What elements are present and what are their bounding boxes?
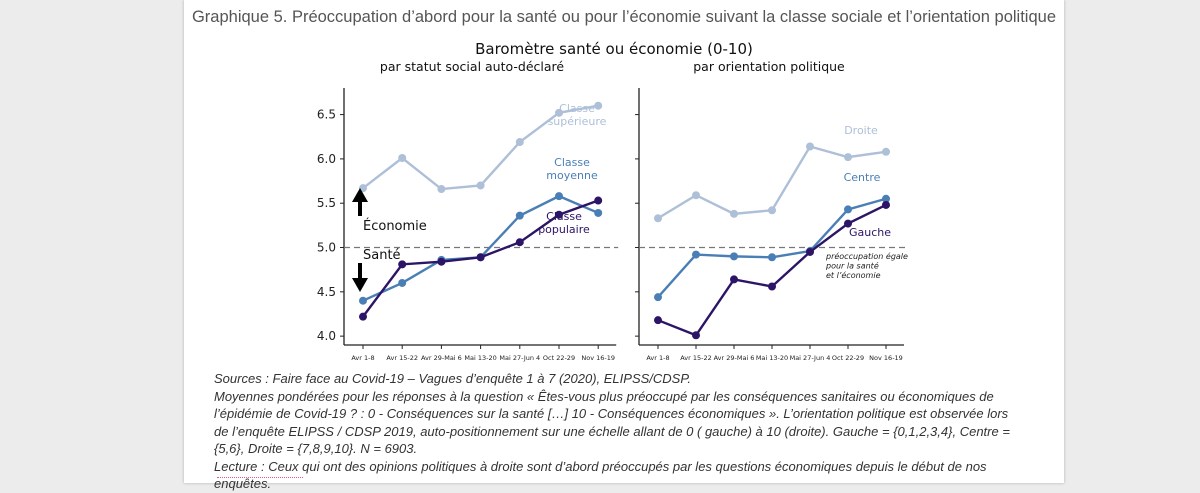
data-point <box>730 252 738 261</box>
x-tick-label: Avr 1-8 <box>351 354 374 362</box>
y-tick-label: 5.0 <box>317 241 336 255</box>
data-point <box>730 209 738 218</box>
data-point <box>806 247 814 256</box>
right-panel-title: par orientation politique <box>693 59 845 74</box>
data-point <box>768 253 776 262</box>
data-point <box>844 205 852 214</box>
data-point <box>398 260 407 269</box>
notes-sources: Sources : Faire face au Covid-19 – Vague… <box>214 371 691 386</box>
data-point <box>844 153 852 162</box>
data-point <box>594 101 603 110</box>
notes-methodology: Moyennes pondérées pour les réponses à l… <box>214 388 1010 457</box>
y-tick-label: 5.5 <box>317 196 336 210</box>
y-tick-label: 6.0 <box>317 152 336 166</box>
reference-annotation: et l’économie <box>826 270 881 280</box>
data-point <box>437 185 446 194</box>
series-label: supérieure <box>548 115 607 128</box>
series-label: Classe <box>554 156 590 169</box>
arrow-up-head <box>352 188 368 202</box>
data-point <box>515 211 524 220</box>
x-tick-label: Mai 13-20 <box>756 354 788 362</box>
data-point <box>594 208 603 217</box>
data-point <box>359 296 367 305</box>
series-label: populaire <box>538 223 590 236</box>
reference-annotation: pour la santé <box>825 261 879 271</box>
data-point <box>692 191 700 200</box>
x-tick-label: Nov 16-19 <box>869 354 903 362</box>
figure-title: Graphique 5. Préoccupation d’abord pour … <box>191 8 1057 26</box>
data-point <box>359 312 367 321</box>
data-point <box>594 196 603 205</box>
annotation-economie: Économie <box>363 218 427 234</box>
x-tick-label: Mai 27-Jun 4 <box>499 354 540 362</box>
y-tick-label: 6.5 <box>317 108 336 122</box>
x-tick-label: Nov 16-19 <box>581 354 615 362</box>
series-label: Classe <box>546 210 582 223</box>
arrow-down-head <box>352 278 368 292</box>
y-tick-label: 4.0 <box>317 329 336 343</box>
data-point <box>555 192 563 201</box>
series-label: Classe <box>559 102 595 115</box>
series-label: moyenne <box>546 169 598 182</box>
annotation-sante: Santé <box>363 248 401 263</box>
data-point <box>768 206 776 215</box>
document-page: Graphique 5. Préoccupation d’abord pour … <box>184 0 1064 491</box>
series-label: Gauche <box>849 226 891 239</box>
data-point <box>476 181 485 190</box>
data-point <box>806 142 814 151</box>
lecture-underline <box>217 477 303 478</box>
data-point <box>555 210 563 219</box>
data-point <box>768 282 776 291</box>
reference-annotation: préoccupation égale <box>825 251 908 261</box>
chart-figure: Baromètre santé ou économie (0-10) par s… <box>317 40 908 362</box>
series-label: Droite <box>844 124 878 137</box>
x-tick-label: Avr 15-22 <box>386 354 418 362</box>
chart-suptitle: Baromètre santé ou économie (0-10) <box>475 40 753 58</box>
x-tick-label: Avr 1-8 <box>646 354 669 362</box>
data-point <box>555 108 563 117</box>
data-point <box>476 253 485 262</box>
x-tick-label: Oct 22-29 <box>543 354 575 362</box>
data-point <box>692 331 700 340</box>
data-point <box>844 219 852 228</box>
x-tick-label: Oct 22-29 <box>832 354 864 362</box>
data-point <box>515 238 524 247</box>
data-point <box>882 200 890 209</box>
series-label: Centre <box>844 171 881 184</box>
figure-notes: Sources : Faire face au Covid-19 – Vague… <box>214 370 1026 493</box>
x-tick-label: Avr 15-22 <box>680 354 712 362</box>
data-point <box>437 257 446 266</box>
data-point <box>882 147 890 156</box>
y-tick-label: 4.5 <box>317 285 336 299</box>
data-point <box>398 154 407 163</box>
data-point <box>654 214 662 223</box>
data-point <box>730 275 738 284</box>
x-tick-label: Mai 13-20 <box>464 354 496 362</box>
x-tick-label: Avr 29-Mai 6 <box>421 354 462 362</box>
x-tick-label: Mai 27-Jun 4 <box>790 354 831 362</box>
data-point <box>654 316 662 325</box>
x-tick-label: Avr 29-Mai 6 <box>714 354 755 362</box>
notes-lecture: Lecture : Ceux qui ont des opinions poli… <box>214 458 987 492</box>
left-panel-title: par statut social auto-déclaré <box>380 59 564 74</box>
data-point <box>882 194 890 203</box>
data-point <box>515 138 524 147</box>
data-point <box>398 278 407 287</box>
data-point <box>654 293 662 302</box>
data-point <box>692 250 700 259</box>
